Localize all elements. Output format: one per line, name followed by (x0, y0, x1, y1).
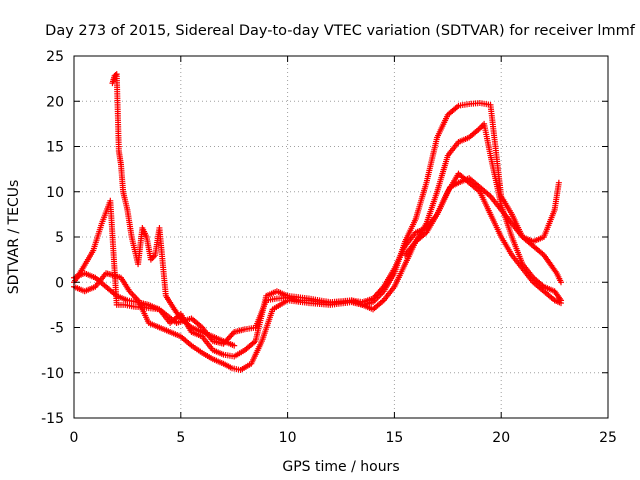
data-point (558, 279, 565, 286)
y-tick-label: 15 (46, 140, 64, 156)
y-tick-label: -5 (50, 321, 64, 337)
y-tick-label: -15 (41, 411, 64, 427)
x-tick-label: 15 (385, 430, 403, 446)
chart-title: Day 273 of 2015, Sidereal Day-to-day VTE… (45, 23, 636, 39)
x-tick-label: 20 (492, 430, 510, 446)
x-axis-label: GPS time / hours (282, 459, 399, 475)
data-point (231, 342, 238, 349)
axis-ticks: 0 5 10 15 20 25 -15 -10 -5 0 5 10 15 20 25 (41, 49, 617, 446)
series-track-2 (71, 100, 562, 374)
y-tick-label: 20 (46, 94, 64, 110)
series-track-4 (109, 71, 238, 349)
y-tick-label: -10 (41, 366, 64, 382)
y-tick-label: 10 (46, 185, 64, 201)
x-tick-label: 5 (176, 430, 185, 446)
data-point (558, 297, 565, 304)
data-point (112, 72, 119, 79)
series-track-5 (402, 120, 565, 304)
y-tick-label: 25 (46, 49, 64, 65)
data-point (555, 179, 562, 186)
y-axis-label: SDTVAR / TECUs (6, 180, 22, 295)
y-tick-label: 5 (55, 230, 64, 246)
x-tick-label: 10 (279, 430, 297, 446)
x-tick-label: 25 (599, 430, 617, 446)
data-points (71, 71, 565, 374)
y-tick-label: 0 (55, 275, 64, 291)
x-tick-label: 0 (70, 430, 79, 446)
